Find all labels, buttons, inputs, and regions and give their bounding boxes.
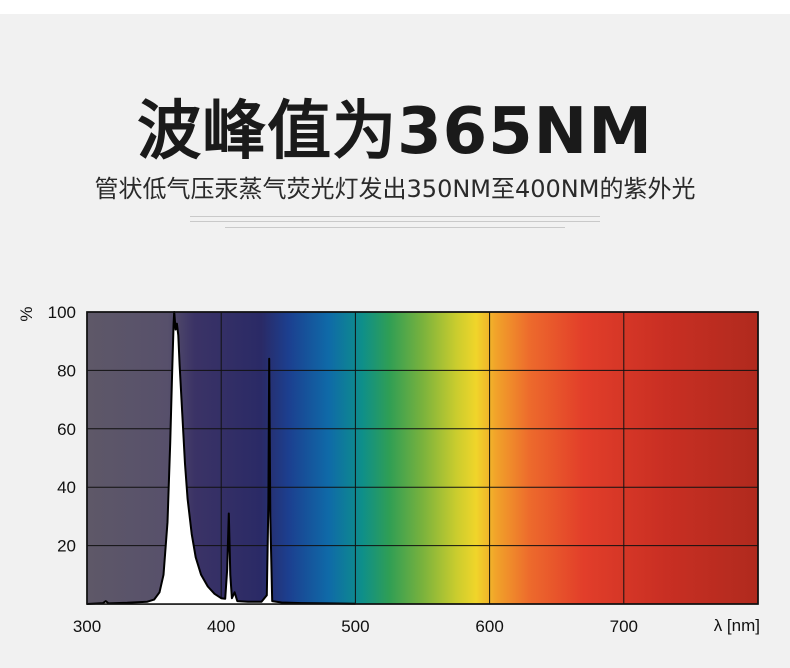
y-tick-label: 100 — [48, 303, 76, 322]
y-tick-label: 80 — [57, 361, 76, 380]
y-tick-label: 40 — [57, 478, 76, 497]
top-bar — [0, 0, 790, 14]
x-tick-label: 400 — [207, 617, 235, 636]
page-title: 波峰值为365NM — [137, 95, 653, 169]
x-tick-label: 500 — [341, 617, 369, 636]
fine-print-line — [190, 221, 600, 222]
x-tick-label: 300 — [73, 617, 101, 636]
x-axis: 300 400 500 600 700 — [73, 617, 638, 636]
page-subtitle: 管状低气压汞蒸气荧光灯发出350NM至400NM的紫外光 — [94, 175, 696, 203]
plot-frame — [86, 311, 759, 605]
x-axis-label: λ [nm] — [714, 616, 760, 635]
y-tick-label: 60 — [57, 420, 76, 439]
fine-print-line — [225, 227, 565, 228]
x-tick-label: 700 — [610, 617, 638, 636]
x-tick-label: 600 — [475, 617, 503, 636]
y-tick-label: 20 — [57, 537, 76, 556]
y-axis: 20 40 60 80 100 — [48, 303, 76, 556]
emission-curve — [86, 311, 356, 605]
fine-print-line — [190, 216, 600, 217]
y-axis-label: % — [17, 306, 36, 321]
